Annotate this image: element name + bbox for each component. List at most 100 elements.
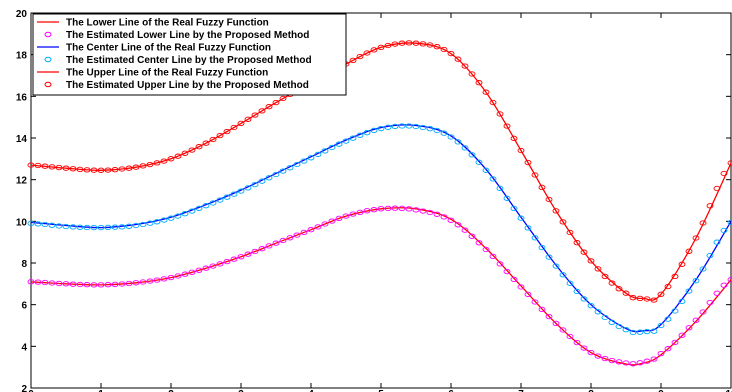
series-line bbox=[30, 42, 732, 301]
series-marker bbox=[216, 261, 224, 267]
series-marker bbox=[83, 224, 91, 231]
series-marker bbox=[300, 229, 308, 236]
series-marker bbox=[559, 327, 567, 333]
series-marker bbox=[489, 99, 497, 106]
legend: The Lower Line of the Real Fuzzy Functio… bbox=[32, 13, 347, 96]
series-marker bbox=[538, 244, 546, 251]
series-marker bbox=[727, 160, 732, 166]
series-marker bbox=[580, 296, 588, 302]
series-marker bbox=[398, 205, 406, 212]
series-marker bbox=[188, 147, 196, 153]
legend-label: The Estimated Center Line by the Propose… bbox=[66, 55, 312, 66]
legend-item: The Estimated Lower Line by the Proposed… bbox=[44, 30, 309, 41]
y-tick-label: 18 bbox=[16, 51, 28, 62]
series-marker bbox=[566, 280, 574, 286]
series-marker bbox=[111, 224, 119, 230]
series-marker bbox=[461, 63, 469, 69]
series-marker bbox=[636, 360, 644, 366]
series-marker bbox=[132, 280, 140, 286]
series-marker bbox=[713, 290, 721, 296]
series-marker bbox=[440, 130, 448, 136]
series-marker bbox=[279, 168, 287, 174]
series-marker bbox=[90, 167, 98, 173]
series-marker bbox=[251, 248, 259, 255]
series-marker bbox=[671, 339, 679, 346]
series-marker bbox=[76, 281, 84, 288]
series-marker bbox=[552, 263, 560, 269]
series-marker bbox=[314, 224, 322, 230]
series-marker bbox=[643, 296, 651, 302]
series-marker bbox=[433, 211, 441, 217]
legend-label: The Estimated Lower Line by the Proposed… bbox=[66, 30, 309, 41]
series-marker bbox=[363, 130, 371, 136]
series-marker bbox=[356, 209, 364, 216]
series-marker bbox=[664, 346, 672, 352]
series-marker bbox=[384, 124, 392, 130]
y-tick-label: 4 bbox=[21, 342, 27, 353]
series-marker bbox=[125, 223, 133, 229]
series-marker bbox=[398, 123, 406, 129]
series-marker bbox=[454, 56, 462, 62]
series-marker bbox=[629, 329, 637, 336]
series-marker bbox=[706, 299, 714, 306]
series-marker bbox=[55, 280, 63, 287]
series-marker bbox=[265, 175, 273, 181]
y-tick-label: 6 bbox=[21, 301, 27, 312]
series-marker bbox=[314, 151, 322, 158]
series-marker bbox=[573, 288, 581, 295]
series-marker bbox=[461, 145, 469, 151]
series-marker bbox=[300, 158, 308, 164]
series-marker bbox=[678, 332, 686, 338]
series-marker bbox=[678, 298, 686, 305]
series-marker bbox=[447, 134, 455, 140]
series-marker bbox=[412, 207, 420, 213]
series-marker bbox=[552, 208, 560, 214]
series-marker bbox=[160, 158, 168, 164]
series-marker bbox=[636, 295, 644, 302]
legend-item: The Estimated Upper Line by the Proposed… bbox=[44, 80, 309, 91]
series-marker bbox=[545, 254, 553, 260]
series-marker bbox=[482, 89, 490, 95]
series-marker bbox=[566, 333, 574, 340]
series-marker bbox=[195, 205, 203, 212]
series-marker bbox=[188, 208, 196, 214]
series-marker bbox=[699, 309, 707, 315]
series-marker bbox=[664, 283, 672, 290]
series-marker bbox=[251, 181, 259, 188]
legend-label: The Estimated Upper Line by the Proposed… bbox=[66, 80, 309, 91]
series-marker bbox=[643, 328, 651, 335]
series-marker bbox=[34, 162, 42, 169]
series-marker bbox=[76, 224, 84, 230]
series-marker bbox=[510, 205, 518, 212]
series-marker bbox=[405, 123, 413, 129]
series-marker bbox=[230, 124, 238, 131]
series-marker bbox=[713, 185, 721, 192]
series-marker bbox=[384, 205, 392, 212]
series-marker bbox=[265, 104, 273, 110]
series-marker bbox=[104, 224, 112, 231]
series-marker bbox=[391, 41, 399, 47]
series-marker bbox=[321, 148, 329, 154]
series-marker bbox=[216, 132, 224, 139]
series-marker bbox=[223, 258, 231, 265]
series-marker bbox=[657, 350, 665, 357]
series-marker bbox=[167, 156, 175, 162]
series-marker bbox=[258, 178, 266, 184]
series-marker bbox=[496, 185, 504, 192]
series-marker bbox=[27, 279, 35, 285]
series-marker bbox=[111, 167, 119, 173]
series-marker bbox=[524, 291, 532, 298]
series-marker bbox=[286, 165, 294, 171]
x-tick-label: 4 bbox=[308, 389, 314, 392]
series-marker bbox=[293, 161, 301, 168]
series-marker bbox=[146, 220, 154, 226]
series-marker bbox=[258, 108, 266, 114]
series-marker bbox=[391, 123, 399, 130]
series-marker bbox=[594, 266, 602, 272]
series-marker bbox=[615, 286, 623, 292]
x-tick-label: 10 bbox=[725, 389, 732, 392]
series-marker bbox=[209, 200, 217, 206]
series-marker bbox=[601, 273, 609, 280]
series-marker bbox=[132, 222, 140, 229]
